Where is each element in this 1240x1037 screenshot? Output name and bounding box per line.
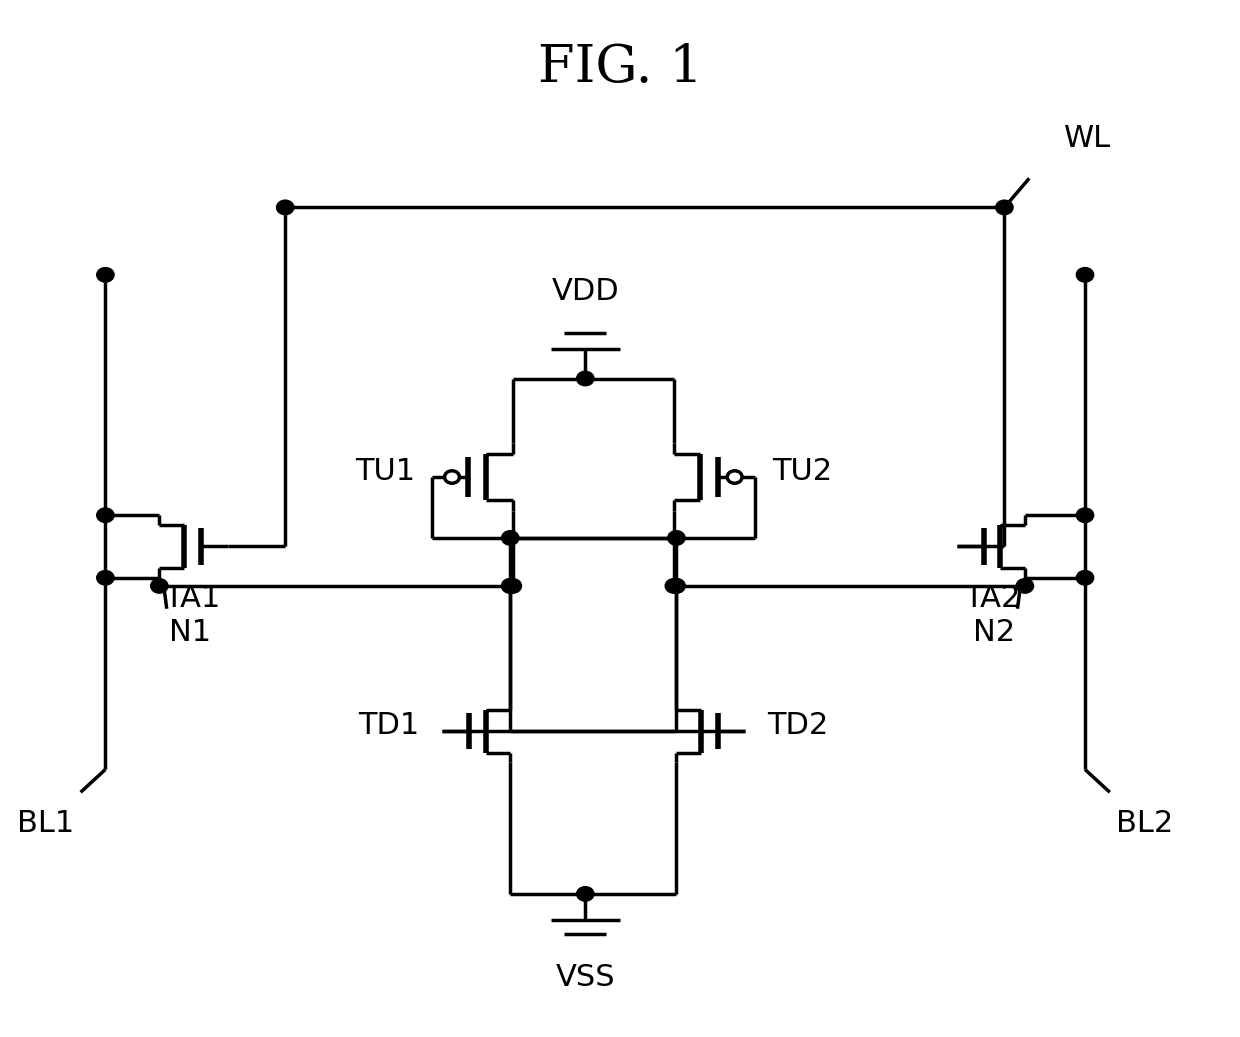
Circle shape (1017, 579, 1034, 593)
Circle shape (1076, 570, 1094, 585)
Text: TD1: TD1 (358, 711, 419, 740)
Circle shape (277, 200, 294, 215)
Circle shape (667, 579, 684, 593)
Circle shape (577, 371, 594, 386)
Text: BL1: BL1 (17, 809, 74, 838)
Circle shape (502, 579, 520, 593)
Circle shape (1076, 508, 1094, 523)
Text: FIG. 1: FIG. 1 (538, 41, 702, 93)
Text: TA2: TA2 (963, 584, 1021, 613)
Circle shape (97, 268, 114, 282)
Text: WL: WL (1064, 124, 1111, 153)
Circle shape (996, 200, 1013, 215)
Text: TU2: TU2 (771, 457, 832, 486)
Circle shape (97, 570, 114, 585)
Text: VDD: VDD (552, 277, 619, 306)
Text: N1: N1 (169, 618, 211, 647)
Circle shape (667, 579, 684, 593)
Circle shape (667, 531, 684, 545)
Text: N2: N2 (973, 618, 1016, 647)
Circle shape (445, 471, 460, 483)
Text: TU1: TU1 (355, 457, 415, 486)
Circle shape (1076, 268, 1094, 282)
Circle shape (505, 579, 522, 593)
Circle shape (665, 579, 682, 593)
Text: VSS: VSS (556, 963, 615, 992)
Circle shape (150, 579, 167, 593)
Circle shape (577, 887, 594, 901)
Text: BL2: BL2 (1116, 809, 1173, 838)
Circle shape (727, 471, 742, 483)
Text: TA1: TA1 (164, 584, 221, 613)
Circle shape (502, 579, 520, 593)
Circle shape (502, 531, 520, 545)
Text: TD2: TD2 (768, 711, 828, 740)
Circle shape (97, 508, 114, 523)
